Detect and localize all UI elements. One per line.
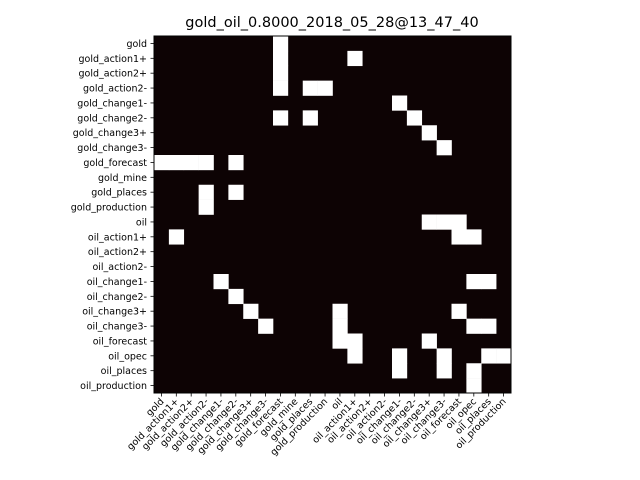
heatmap-cell: [466, 318, 482, 334]
plot-frame: [153, 35, 512, 394]
heatmap-cell: [332, 333, 348, 349]
tick-marks: [150, 43, 504, 397]
heatmap-cell: [273, 50, 289, 67]
heatmap-cell: [392, 363, 408, 379]
heatmap-cell: [317, 80, 333, 96]
heatmap-cell: [154, 155, 170, 171]
heatmap-cell: [228, 184, 244, 200]
chart-title: gold_oil_0.8000_2018_05_28@13_47_40: [185, 15, 478, 31]
y-tick-label: gold_forecast: [83, 158, 147, 169]
heatmap-cell: [347, 333, 363, 349]
heatmap-cell: [466, 363, 482, 379]
heatmap-cell: [168, 155, 185, 171]
heatmap-cell: [347, 50, 363, 67]
y-tick-label: gold_mine: [98, 173, 147, 184]
heatmap-cell: [436, 214, 452, 230]
heatmap-cell: [421, 214, 437, 230]
heatmap-cell: [183, 155, 199, 171]
heatmap-cell: [436, 363, 452, 379]
heatmap-cell: [436, 140, 452, 156]
heatmap-cell: [302, 110, 318, 126]
y-tick-label: gold_places: [91, 188, 147, 199]
heatmap-cell: [228, 288, 244, 305]
heatmap-cell: [421, 125, 437, 141]
heatmap-cell: [273, 65, 289, 81]
heatmap-cell: [481, 274, 497, 290]
y-tick-labels: gold gold_action1+ gold_action2+ gold_actio…: [71, 39, 148, 392]
y-tick-label: oil_action1+: [88, 232, 147, 243]
heatmap-cell: [466, 274, 482, 290]
y-tick-label: oil_change3+: [82, 307, 147, 318]
heatmap-cell: [213, 274, 229, 290]
heatmap-cell: [347, 348, 363, 364]
heatmap-cell: [436, 348, 452, 364]
heatmap-cell: [421, 333, 437, 349]
heatmap-cell: [392, 348, 408, 364]
heatmap-cell: [406, 110, 423, 126]
heatmap-cell: [273, 80, 289, 96]
heatmap-cell: [332, 318, 348, 334]
y-tick-label: oil_action2-: [92, 262, 147, 273]
heatmap-cell: [466, 378, 482, 394]
y-tick-label: gold_change2-: [77, 113, 147, 124]
y-tick-label: gold_change3+: [73, 128, 147, 139]
y-tick-label: oil_change2-: [87, 292, 147, 303]
x-tick-labels: goldgold_action1+gold_action2+gold_actio…: [125, 396, 508, 458]
heatmap-cell: [273, 110, 289, 126]
y-tick-label: oil_action2+: [88, 247, 147, 258]
y-tick-label: gold_action1+: [78, 54, 147, 65]
heatmap-cell: [481, 318, 497, 334]
heatmap-cell: [332, 303, 348, 319]
y-tick-label: gold_action2-: [83, 84, 147, 95]
heatmap-cell: [198, 155, 214, 171]
y-tick-label: gold_production: [71, 203, 147, 214]
y-tick-label: oil: [136, 217, 147, 228]
y-tick-label: oil_production: [80, 381, 147, 392]
y-tick-label: gold: [126, 39, 147, 50]
y-tick-label: oil_opec: [108, 351, 147, 362]
heatmap-cell: [302, 80, 318, 96]
y-tick-label: oil_forecast: [93, 336, 148, 347]
heatmap-cell: [198, 199, 214, 215]
heatmap-cell: [481, 348, 497, 364]
heatmap-cells: [154, 36, 512, 394]
heatmap-cell: [273, 36, 289, 52]
heatmap-cell: [496, 348, 512, 364]
y-tick-label: gold_change1-: [77, 98, 147, 109]
y-tick-label: oil_change3-: [87, 322, 147, 333]
heatmap-cell: [258, 318, 274, 334]
heatmap-cell: [228, 155, 244, 171]
heatmap-cell: [198, 184, 214, 200]
y-tick-label: gold_action2+: [78, 69, 147, 80]
heatmap-cell: [451, 229, 467, 245]
y-tick-label: gold_change3-: [77, 143, 147, 154]
heatmap-cell: [243, 303, 259, 319]
y-tick-label: oil_change1-: [87, 277, 147, 288]
heatmap-cell: [466, 229, 482, 245]
y-tick-label: oil_places: [101, 366, 147, 377]
heatmap-cell: [392, 95, 408, 111]
heatmap-cell: [168, 229, 185, 245]
heatmap-cell: [451, 214, 467, 230]
heatmap-cell: [451, 303, 467, 319]
